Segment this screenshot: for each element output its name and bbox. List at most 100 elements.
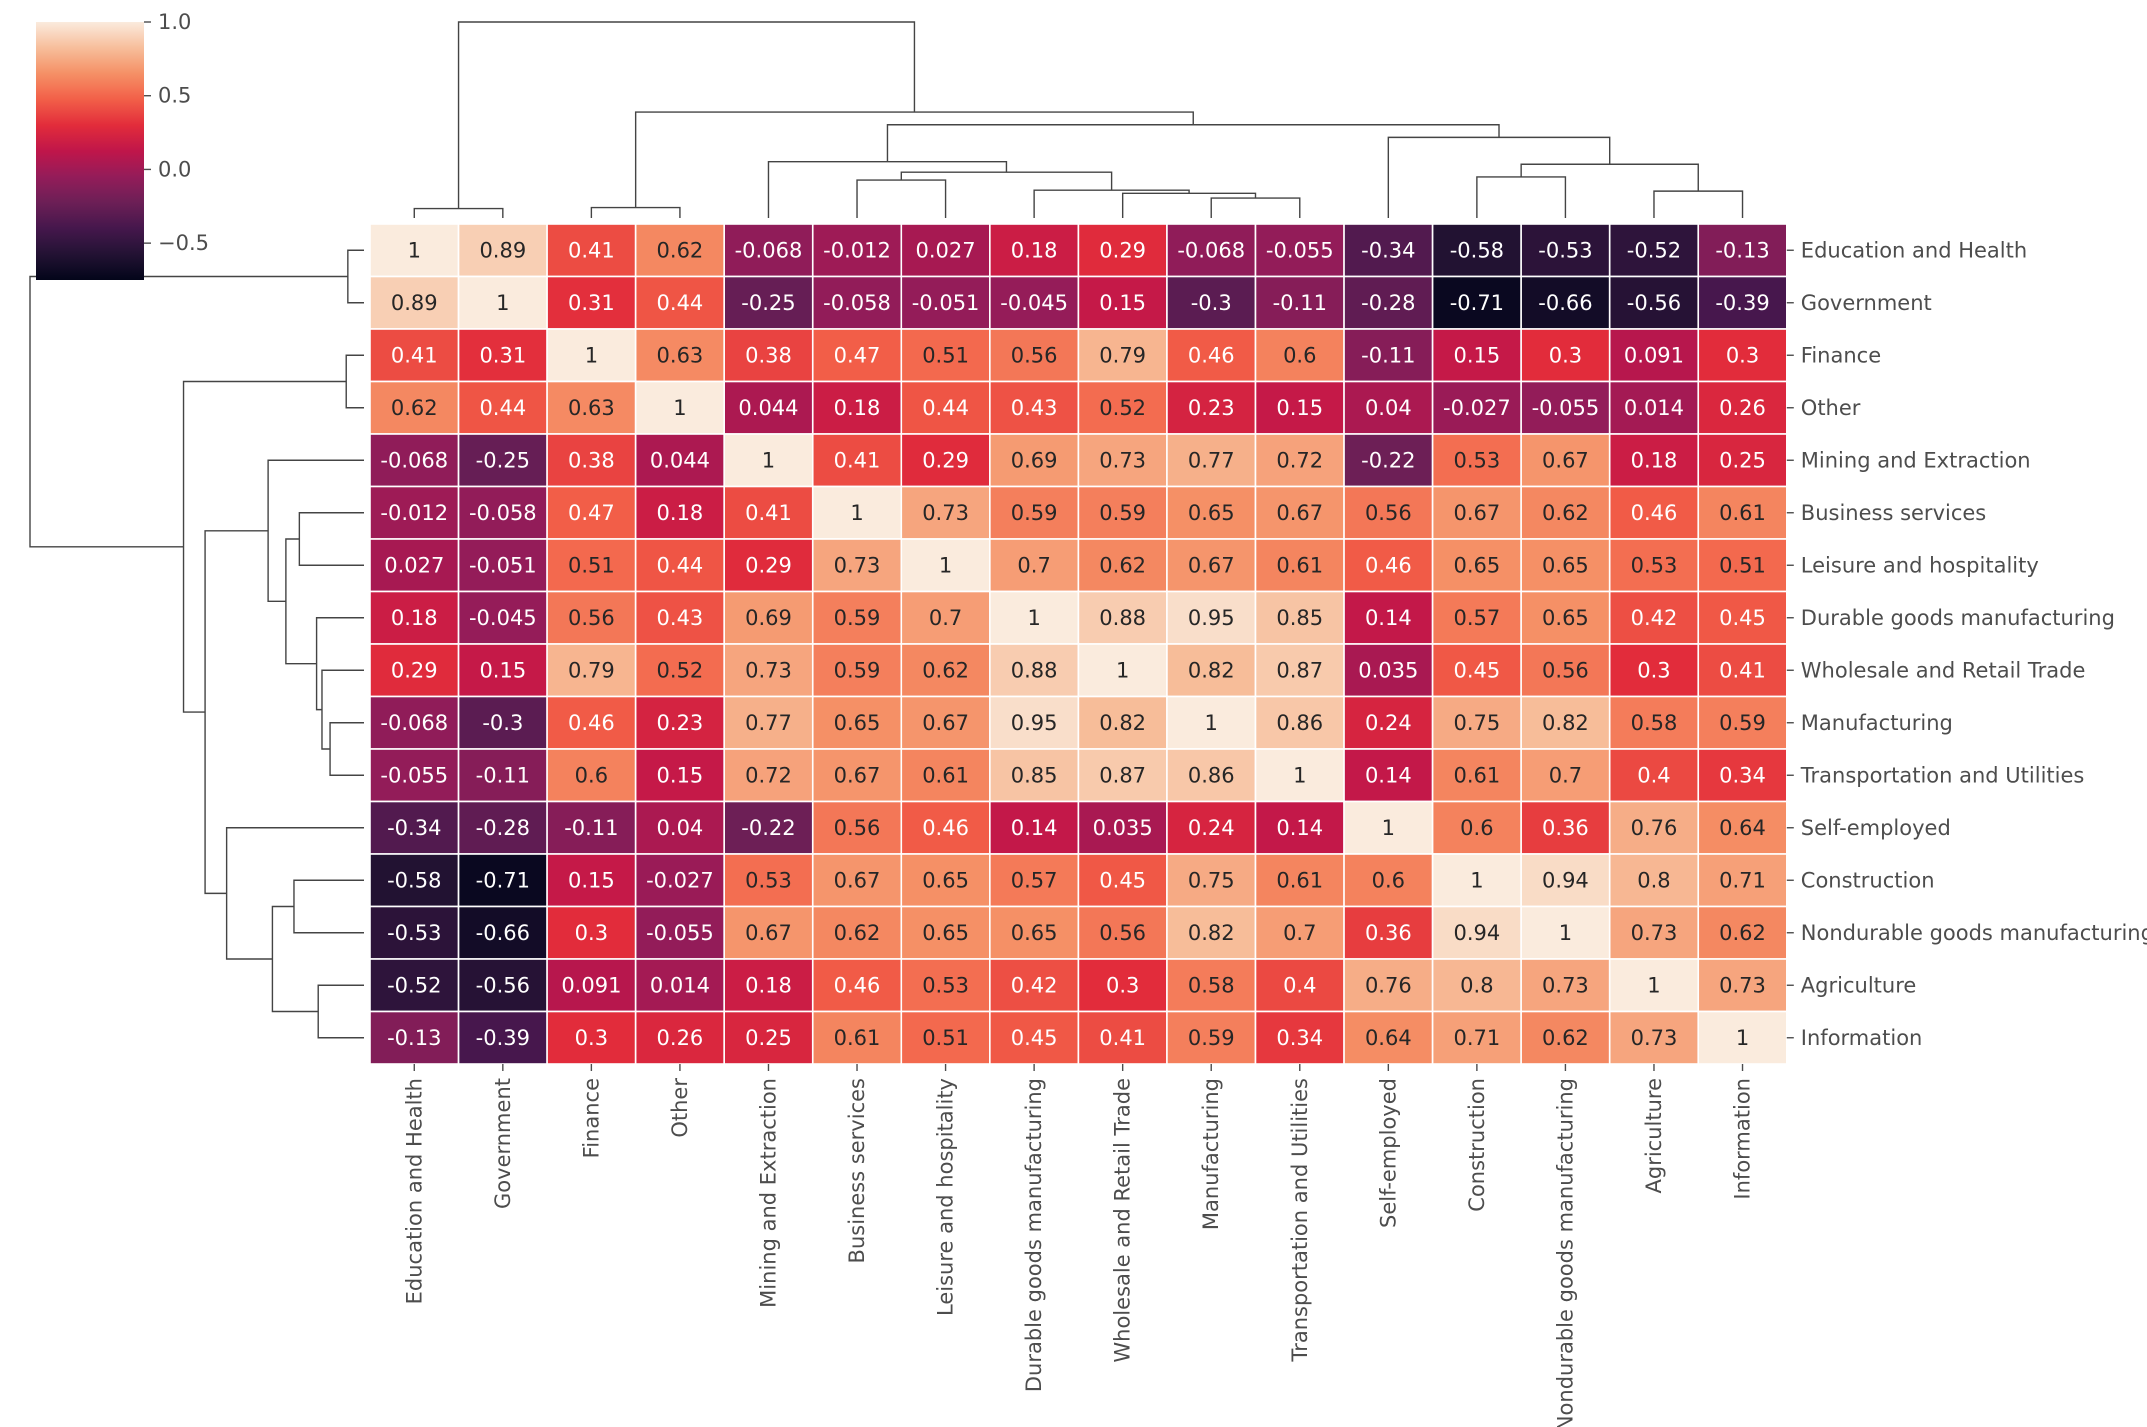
heatmap-cell (811, 958, 903, 1013)
cell-value-label: 0.3 (575, 921, 608, 945)
cell-value-label: 0.72 (1276, 448, 1323, 472)
cell-value-label: 0.15 (1099, 291, 1146, 315)
cell-value-label: 0.65 (1542, 553, 1589, 577)
column-label: Mining and Extraction (756, 1078, 780, 1308)
cell-value-label: 0.65 (1011, 921, 1058, 945)
cell-value-label: -0.11 (476, 763, 530, 787)
column-label: Education and Health (402, 1078, 426, 1304)
cell-value-label: 0.44 (922, 396, 969, 420)
cell-value-label: 0.044 (738, 396, 798, 420)
dendrogram-link (329, 722, 364, 776)
cell-value-label: -0.3 (1191, 291, 1232, 315)
column-label: Business services (845, 1078, 869, 1263)
colorbar-tick-label: 0.0 (158, 157, 191, 181)
heatmap-cell (369, 905, 460, 960)
cell-value-label: 1 (850, 501, 863, 525)
heatmap-cell (1608, 1010, 1700, 1065)
heatmap-cell (457, 1010, 548, 1065)
cell-value-label: 0.86 (1188, 763, 1235, 787)
heatmap-cell (1166, 853, 1257, 908)
heatmap-cell (811, 590, 903, 645)
dendrogram-link (298, 512, 364, 566)
heatmap-cell (369, 958, 460, 1013)
cell-value-label: -0.11 (1361, 343, 1415, 367)
cell-value-label: 0.85 (1276, 606, 1323, 630)
cell-value-label: 0.46 (922, 816, 969, 840)
heatmap-cell (634, 433, 726, 488)
heatmap-cell (546, 328, 637, 383)
heatmap-cell (369, 643, 460, 698)
cell-value-label: -0.39 (1715, 291, 1769, 315)
heatmap-cell (811, 1010, 903, 1065)
heatmap-cell (989, 275, 1080, 330)
dendrogram-link (317, 984, 364, 1039)
cell-value-label: 0.76 (1631, 816, 1678, 840)
cell-value-label: -0.56 (1627, 291, 1681, 315)
cell-value-label: 0.61 (834, 1026, 881, 1050)
cell-value-label: 0.86 (1276, 711, 1323, 735)
cell-value-label: 0.89 (391, 291, 438, 315)
dendrogram-link (225, 827, 364, 960)
heatmap-cell (989, 695, 1080, 750)
column-label: Other (668, 1078, 692, 1138)
cell-value-label: -0.068 (1177, 238, 1245, 262)
heatmap-cell (1431, 275, 1522, 330)
cell-value-label: 0.36 (1365, 921, 1412, 945)
heatmap-cell (369, 433, 460, 488)
cell-value-label: 0.04 (657, 816, 704, 840)
cell-value-label: 0.82 (1188, 658, 1235, 682)
heatmap-cell (1077, 485, 1168, 540)
cell-value-label: 0.72 (745, 763, 792, 787)
heatmap-cell (634, 800, 726, 855)
cell-value-label: -0.055 (380, 763, 448, 787)
cell-value-label: 0.23 (657, 711, 704, 735)
cell-value-label: 0.45 (1099, 868, 1146, 892)
cell-value-label: 0.18 (1011, 238, 1058, 262)
cell-value-label: 0.57 (1011, 868, 1058, 892)
heatmap-cell (1166, 958, 1257, 1013)
row-label: Government (1801, 291, 1932, 315)
heatmap-cell (723, 643, 814, 698)
cell-value-label: 0.62 (1719, 921, 1766, 945)
cell-value-label: 1 (1382, 816, 1395, 840)
cell-value-label: 0.29 (391, 658, 438, 682)
heatmap-cell (369, 1010, 460, 1065)
cell-value-label: 0.027 (916, 238, 976, 262)
row-label: Information (1801, 1026, 1923, 1050)
cell-value-label: 0.59 (1011, 501, 1058, 525)
cell-value-label: -0.22 (1361, 448, 1415, 472)
cell-value-label: -0.66 (1538, 291, 1592, 315)
dendrogram-link (590, 206, 681, 218)
row-label: Other (1801, 396, 1861, 420)
cell-value-label: 0.71 (1453, 1026, 1500, 1050)
heatmap-cell (900, 590, 991, 645)
heatmap-cell (989, 538, 1080, 593)
column-label: Finance (579, 1078, 603, 1158)
heatmap-cell (989, 1010, 1080, 1065)
cell-value-label: 0.65 (922, 921, 969, 945)
heatmap-cell (1520, 643, 1611, 698)
cell-value-label: -0.39 (476, 1026, 530, 1050)
cell-value-label: -0.25 (476, 448, 530, 472)
heatmap-cell (811, 538, 903, 593)
heatmap-cell (1077, 380, 1168, 435)
heatmap-cell (457, 905, 548, 960)
dendrogram-link (271, 905, 319, 1013)
cell-value-label: 0.62 (834, 921, 881, 945)
column-label: Manufacturing (1199, 1078, 1223, 1230)
cell-value-label: 0.82 (1099, 711, 1146, 735)
cell-value-label: 0.69 (745, 606, 792, 630)
heatmap-cell (1254, 590, 1345, 645)
cell-value-label: 0.63 (568, 396, 615, 420)
cell-value-label: 1 (408, 238, 421, 262)
cell-value-label: 0.73 (1719, 973, 1766, 997)
cell-value-label: 1 (1736, 1026, 1749, 1050)
heatmap-cell (989, 643, 1080, 698)
column-label: Self-employed (1376, 1078, 1400, 1228)
heatmap-cell (989, 800, 1080, 855)
heatmap-cell (1431, 853, 1522, 908)
heatmap-cell (1343, 590, 1434, 645)
cell-value-label: -0.28 (476, 816, 530, 840)
heatmap-cell (1166, 275, 1257, 330)
